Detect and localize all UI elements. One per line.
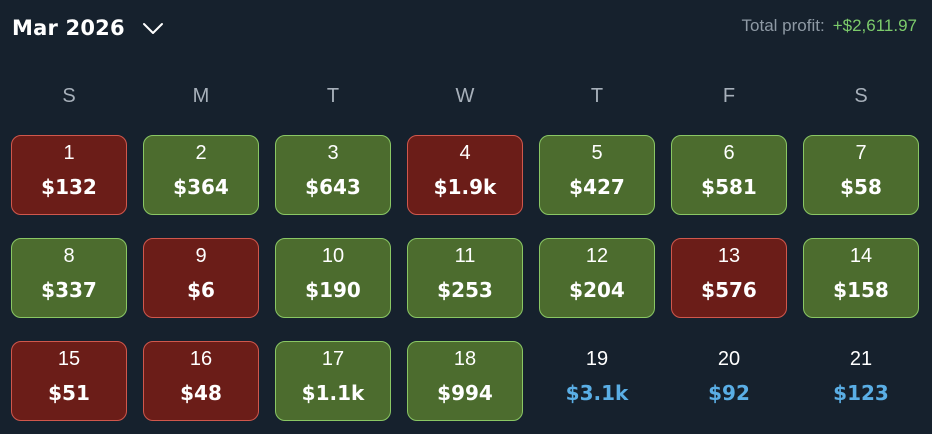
day-amount: $1.1k <box>301 381 365 405</box>
day-number: 4 <box>459 142 471 164</box>
day-amount: $6 <box>187 278 215 302</box>
day-number: 5 <box>591 142 603 164</box>
day-number: 13 <box>717 245 741 267</box>
day-number: 9 <box>195 245 207 267</box>
weekday-label-sun: S <box>62 85 76 107</box>
total-profit-value: +$2,611.97 <box>832 16 917 35</box>
day-amount: $132 <box>41 175 97 199</box>
day-cell-6[interactable]: 6 $581 <box>671 135 787 215</box>
day-cell-14[interactable]: 14 $158 <box>803 238 919 318</box>
day-number: 19 <box>585 348 609 370</box>
day-cell-9[interactable]: 9 $6 <box>143 238 259 318</box>
day-amount: $58 <box>840 175 882 199</box>
day-number: 8 <box>63 245 75 267</box>
day-cell-20[interactable]: 20 $92 <box>671 341 787 421</box>
weekday-label-tue: T <box>326 85 340 107</box>
day-number: 1 <box>63 142 75 164</box>
day-amount: $158 <box>833 278 889 302</box>
calendar-header: Mar 2026 Total profit: +$2,611.97 <box>0 0 932 56</box>
day-cell-3[interactable]: 3 $643 <box>275 135 391 215</box>
day-cell-12[interactable]: 12 $204 <box>539 238 655 318</box>
day-cell-13[interactable]: 13 $576 <box>671 238 787 318</box>
day-amount: $190 <box>305 278 361 302</box>
day-amount: $253 <box>437 278 493 302</box>
weekday-label-sat: S <box>854 85 868 107</box>
day-amount: $1.9k <box>433 175 497 199</box>
day-number: 12 <box>585 245 609 267</box>
weekday-label-thu: T <box>590 85 604 107</box>
day-cell-16[interactable]: 16 $48 <box>143 341 259 421</box>
day-number: 10 <box>321 245 345 267</box>
day-number: 16 <box>189 348 213 370</box>
day-amount: $581 <box>701 175 757 199</box>
chevron-down-icon[interactable] <box>141 16 165 40</box>
day-amount: $123 <box>833 381 889 405</box>
day-amount: $337 <box>41 278 97 302</box>
day-amount: $204 <box>569 278 625 302</box>
total-profit: Total profit: +$2,611.97 <box>742 16 917 36</box>
weekday-label-wed: W <box>455 85 475 107</box>
day-amount: $994 <box>437 381 493 405</box>
day-amount: $427 <box>569 175 625 199</box>
day-cell-4[interactable]: 4 $1.9k <box>407 135 523 215</box>
day-cell-15[interactable]: 15 $51 <box>11 341 127 421</box>
month-selector[interactable]: Mar 2026 <box>12 12 165 44</box>
day-number: 14 <box>849 245 873 267</box>
day-cell-2[interactable]: 2 $364 <box>143 135 259 215</box>
day-number: 18 <box>453 348 477 370</box>
month-title: Mar 2026 <box>12 16 125 40</box>
day-amount: $51 <box>48 381 90 405</box>
day-cell-1[interactable]: 1 $132 <box>11 135 127 215</box>
day-cell-8[interactable]: 8 $337 <box>11 238 127 318</box>
day-cell-18[interactable]: 18 $994 <box>407 341 523 421</box>
day-number: 11 <box>454 245 476 267</box>
day-number: 6 <box>723 142 735 164</box>
day-cell-21[interactable]: 21 $123 <box>803 341 919 421</box>
day-amount: $3.1k <box>565 381 629 405</box>
day-amount: $364 <box>173 175 229 199</box>
day-number: 21 <box>849 348 873 370</box>
day-amount: $643 <box>305 175 361 199</box>
day-cell-5[interactable]: 5 $427 <box>539 135 655 215</box>
day-cell-17[interactable]: 17 $1.1k <box>275 341 391 421</box>
total-profit-label: Total profit: <box>741 16 825 35</box>
weekday-label-mon: M <box>192 85 210 107</box>
day-cell-19[interactable]: 19 $3.1k <box>539 341 655 421</box>
day-amount: $576 <box>701 278 757 302</box>
day-number: 2 <box>195 142 207 164</box>
day-number: 7 <box>855 142 867 164</box>
day-number: 17 <box>321 348 345 370</box>
day-number: 3 <box>327 142 339 164</box>
day-amount: $48 <box>180 381 222 405</box>
day-cell-7[interactable]: 7 $58 <box>803 135 919 215</box>
day-cell-11[interactable]: 11 $253 <box>407 238 523 318</box>
weekday-label-fri: F <box>722 85 736 107</box>
day-amount: $92 <box>708 381 750 405</box>
day-number: 15 <box>57 348 81 370</box>
day-cell-10[interactable]: 10 $190 <box>275 238 391 318</box>
day-number: 20 <box>717 348 741 370</box>
